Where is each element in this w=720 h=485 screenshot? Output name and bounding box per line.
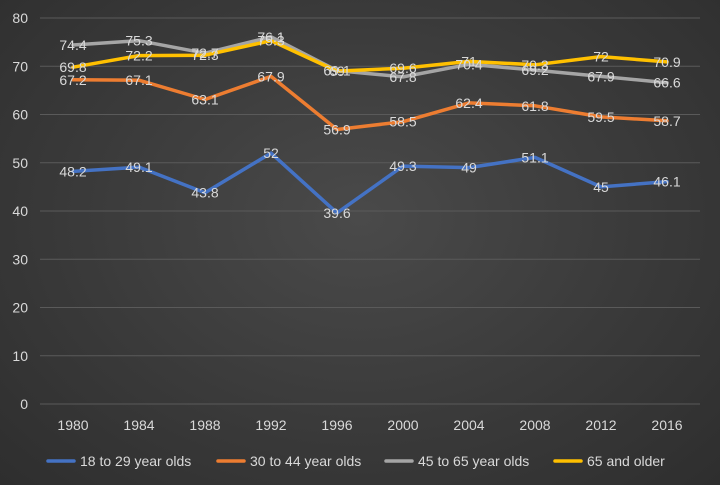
y-tick-label: 10 [12,348,28,364]
data-label: 69 [329,63,345,79]
data-label: 71 [461,53,477,69]
gridlines [40,17,700,405]
data-label: 63.1 [191,92,218,108]
data-label: 49 [461,160,477,176]
data-label: 67.8 [389,69,416,85]
x-tick-label: 1988 [189,417,220,433]
data-label: 69.6 [389,60,416,76]
data-label: 67.9 [257,68,284,84]
data-label: 43.8 [191,185,218,201]
data-label: 46.1 [653,174,680,190]
data-label: 72.3 [191,47,218,63]
x-tick-label: 2008 [519,417,550,433]
y-tick-label: 40 [12,203,28,219]
data-label: 62.4 [455,95,482,111]
data-label: 59.5 [587,109,614,125]
x-tick-label: 1996 [321,417,352,433]
y-tick-label: 60 [12,107,28,123]
data-label: 49.1 [125,159,152,175]
legend-label: 65 and older [587,453,665,469]
y-tick-label: 70 [12,58,28,74]
x-tick-label: 2004 [453,417,484,433]
data-label: 75.3 [125,33,152,49]
y-tick-label: 30 [12,251,28,267]
data-label: 69.2 [521,62,548,78]
legend-label: 30 to 44 year olds [250,453,361,469]
y-tick-label: 80 [12,10,28,26]
data-label: 51.1 [521,149,548,165]
data-label: 45 [593,179,609,195]
y-tick-label: 50 [12,155,28,171]
data-label: 75.3 [257,33,284,49]
data-label: 67.2 [59,72,86,88]
data-label: 74.4 [59,37,86,53]
data-label: 48.2 [59,163,86,179]
data-label: 52 [263,145,279,161]
data-label: 76.1 [257,29,284,45]
legend-item: 18 to 29 year olds [46,453,191,469]
x-tick-label: 2016 [651,417,682,433]
data-label: 39.6 [323,205,350,221]
data-label: 58.5 [389,114,416,130]
x-tick-label: 2012 [585,417,616,433]
y-tick-label: 0 [20,396,28,412]
data-label: 49.3 [389,158,416,174]
data-label: 69.1 [323,63,350,79]
data-label: 70.9 [653,54,680,70]
legend-label: 18 to 29 year olds [80,453,191,469]
data-label: 72 [593,49,609,65]
data-label: 61.8 [521,98,548,114]
y-tick-label: 20 [12,300,28,316]
data-label: 72.7 [191,45,218,61]
legend-item: 45 to 65 year olds [384,453,529,469]
series-line-1 [71,151,669,215]
legend-item: 30 to 44 year olds [216,453,361,469]
data-label: 67.9 [587,68,614,84]
series-lines [71,35,669,215]
series-line-4 [71,38,669,73]
data-label: 67.1 [125,72,152,88]
data-label: 56.9 [323,121,350,137]
x-axis: 1980 1984 1988 1992 1996 2000 2004 2008 2012 2016 [57,417,682,433]
data-label: 69.8 [59,59,86,75]
legend: 18 to 29 year olds 30 to 44 year olds 45 t… [46,453,665,469]
data-label: 70.3 [521,57,548,73]
legend-label: 45 to 65 year olds [418,453,529,469]
legend-item: 65 and older [553,453,665,469]
y-axis: 0 10 20 30 40 50 60 70 80 [12,10,28,412]
data-label: 72.2 [125,48,152,64]
data-label: 70.4 [455,56,482,72]
data-labels: 48.2 49.1 43.8 52 39.6 49.3 49 51.1 45 46.1 67.2 67… [59,29,680,221]
data-label: 58.7 [653,113,680,129]
x-tick-label: 1984 [123,417,154,433]
series-line-2 [71,74,669,132]
x-tick-label: 1992 [255,417,286,433]
x-tick-label: 1980 [57,417,88,433]
series-line-3 [71,35,669,85]
x-tick-label: 2000 [387,417,418,433]
data-label: 66.6 [653,75,680,91]
